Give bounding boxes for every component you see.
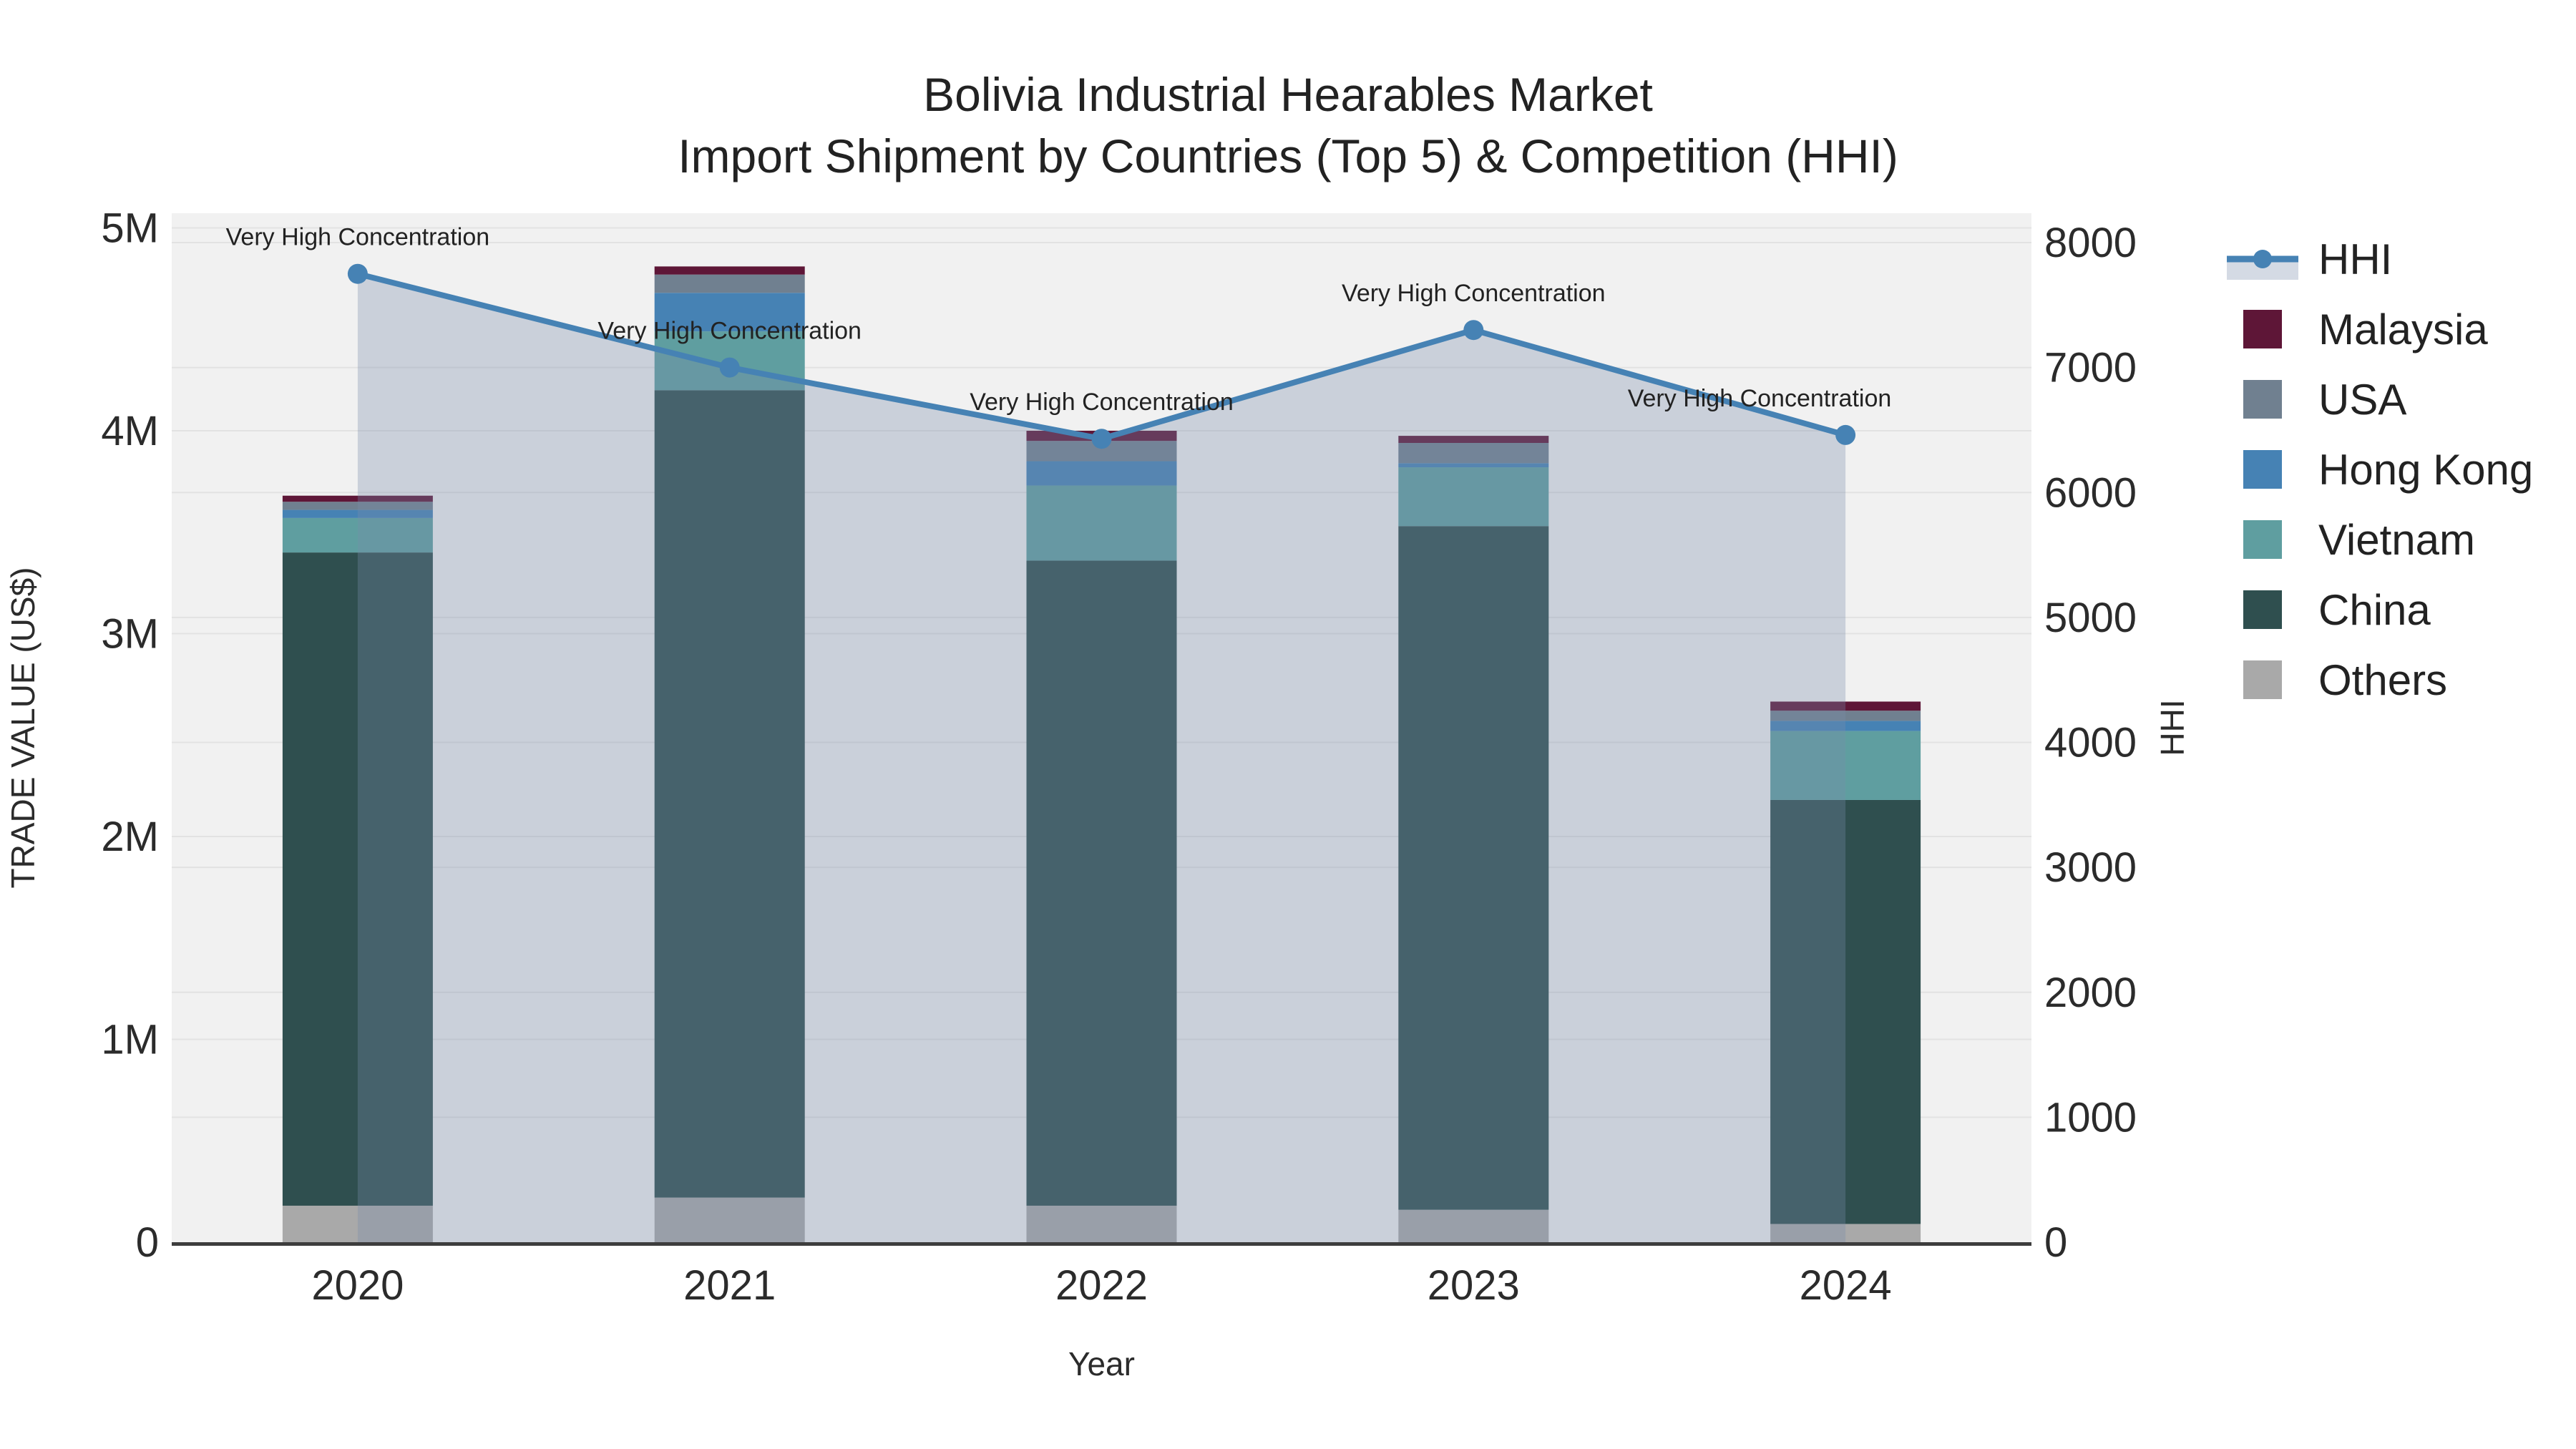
bar-segment-others[interactable] — [1398, 1209, 1549, 1242]
x-axis-line — [172, 1242, 2031, 1246]
legend-label-vietnam: Vietnam — [2318, 516, 2475, 564]
bar-segment-hong-kong[interactable] — [282, 509, 433, 518]
y-left-tick-label: 3M — [101, 611, 159, 658]
x-tick-label-2023: 2023 — [1428, 1262, 1520, 1309]
hhi-marker-2023[interactable] — [1463, 320, 1484, 341]
bar-segment-hong-kong[interactable] — [1770, 721, 1921, 731]
hhi-area — [357, 273, 1846, 1243]
bar-year-2021 — [654, 266, 805, 1242]
legend-item-vietnam[interactable]: Vietnam — [2243, 516, 2475, 564]
bar-segment-usa[interactable] — [654, 274, 805, 293]
y-right-tick-label: 7000 — [2044, 345, 2137, 391]
bar-segment-others[interactable] — [282, 1205, 433, 1242]
legend-item-hong-kong[interactable]: Hong Kong — [2243, 446, 2533, 494]
y-right-tick-label: 5000 — [2044, 595, 2137, 641]
y-right-tick-label: 0 — [2044, 1219, 2067, 1266]
bar-segment-china[interactable] — [1770, 799, 1921, 1224]
legend-item-china[interactable]: China — [2243, 586, 2431, 634]
bar-year-2022 — [1026, 431, 1177, 1242]
bar-segment-china[interactable] — [1026, 560, 1177, 1206]
legend-item-hhi[interactable]: HHI — [2227, 235, 2392, 283]
legend-label-hhi: HHI — [2318, 235, 2392, 283]
legend-swatch-others — [2243, 660, 2282, 699]
y-left-tick-label: 2M — [101, 814, 159, 860]
x-tick-label-2024: 2024 — [1800, 1262, 1892, 1309]
stacked-bars — [282, 266, 1921, 1242]
legend-swatch-hong-kong — [2243, 450, 2282, 489]
bar-segment-vietnam[interactable] — [1026, 485, 1177, 561]
legend-hhi-marker-icon — [2253, 250, 2272, 268]
bar-segment-hong-kong[interactable] — [654, 293, 805, 332]
bar-segment-malaysia[interactable] — [1398, 436, 1549, 444]
legend-label-usa: USA — [2318, 376, 2406, 424]
x-tick-label-2022: 2022 — [1055, 1262, 1148, 1309]
chart-title-line1: Bolivia Industrial Hearables Market — [923, 68, 1653, 121]
chart-title-line2: Import Shipment by Countries (Top 5) & C… — [678, 130, 1898, 182]
bar-year-2023 — [1398, 436, 1549, 1242]
legend-item-usa[interactable]: USA — [2243, 376, 2406, 424]
annotation-2021: Very High Concentration — [597, 318, 862, 345]
legend-label-china: China — [2318, 586, 2431, 634]
legend-label-malaysia: Malaysia — [2318, 306, 2488, 353]
y-left-tick-label: 1M — [101, 1017, 159, 1063]
bar-year-2020 — [282, 495, 433, 1242]
x-tick-label-2021: 2021 — [683, 1262, 776, 1309]
axis-title-right: HHI — [2154, 699, 2191, 756]
bar-segment-others[interactable] — [654, 1197, 805, 1242]
bar-year-2024 — [1770, 701, 1921, 1242]
y-right-tick-label: 4000 — [2044, 720, 2137, 766]
bar-segment-usa[interactable] — [1398, 443, 1549, 464]
y-right-tick-label: 1000 — [2044, 1094, 2137, 1141]
bar-segment-others[interactable] — [1770, 1224, 1921, 1242]
hhi-marker-2024[interactable] — [1835, 424, 1856, 445]
legend-item-others[interactable]: Others — [2243, 656, 2447, 704]
y-right-tick-label: 3000 — [2044, 844, 2137, 891]
bar-segment-usa[interactable] — [282, 502, 433, 510]
y-left-tick-label: 5M — [101, 205, 159, 252]
bar-segment-malaysia[interactable] — [1770, 701, 1921, 711]
legend-swatch-malaysia — [2243, 310, 2282, 348]
bar-segment-china[interactable] — [282, 552, 433, 1206]
bar-segment-usa[interactable] — [1770, 711, 1921, 721]
axis-title-x: Year — [1068, 1345, 1135, 1382]
legend-label-hong-kong: Hong Kong — [2318, 446, 2533, 494]
legend-swatch-vietnam — [2243, 520, 2282, 559]
bar-segment-malaysia[interactable] — [282, 495, 433, 502]
bar-segment-china[interactable] — [654, 390, 805, 1198]
y-right-tick-label: 2000 — [2044, 970, 2137, 1016]
hhi-marker-2021[interactable] — [719, 357, 740, 378]
bar-segment-others[interactable] — [1026, 1205, 1177, 1242]
bar-segment-vietnam[interactable] — [282, 517, 433, 553]
y-left-tick-label: 0 — [136, 1219, 159, 1266]
legend-item-malaysia[interactable]: Malaysia — [2243, 306, 2488, 353]
bar-segment-vietnam[interactable] — [1770, 731, 1921, 800]
annotation-2024: Very High Concentration — [1628, 385, 1892, 412]
annotation-2022: Very High Concentration — [970, 389, 1234, 416]
annotation-2020: Very High Concentration — [226, 224, 490, 251]
bar-segment-vietnam[interactable] — [1398, 467, 1549, 527]
bar-segment-hong-kong[interactable] — [1026, 461, 1177, 486]
annotation-2023: Very High Concentration — [1342, 280, 1606, 307]
bar-segment-malaysia[interactable] — [654, 266, 805, 275]
x-tick-label-2020: 2020 — [311, 1262, 404, 1309]
legend-swatch-china — [2243, 590, 2282, 629]
axis-title-left: TRADE VALUE (US$) — [4, 567, 42, 888]
legend-swatch-usa — [2243, 380, 2282, 419]
y-left-tick-label: 4M — [101, 408, 159, 454]
legend: HHI Malaysia USA Hong Kong Vietnam China Other… — [2227, 235, 2533, 704]
y-right-tick-label: 6000 — [2044, 469, 2137, 516]
bar-segment-china[interactable] — [1398, 526, 1549, 1210]
bar-segment-hong-kong[interactable] — [1398, 463, 1549, 468]
legend-label-others: Others — [2318, 656, 2447, 704]
hhi-marker-2020[interactable] — [347, 263, 368, 284]
hhi-marker-2022[interactable] — [1091, 429, 1112, 449]
y-right-tick-label: 8000 — [2044, 220, 2137, 266]
